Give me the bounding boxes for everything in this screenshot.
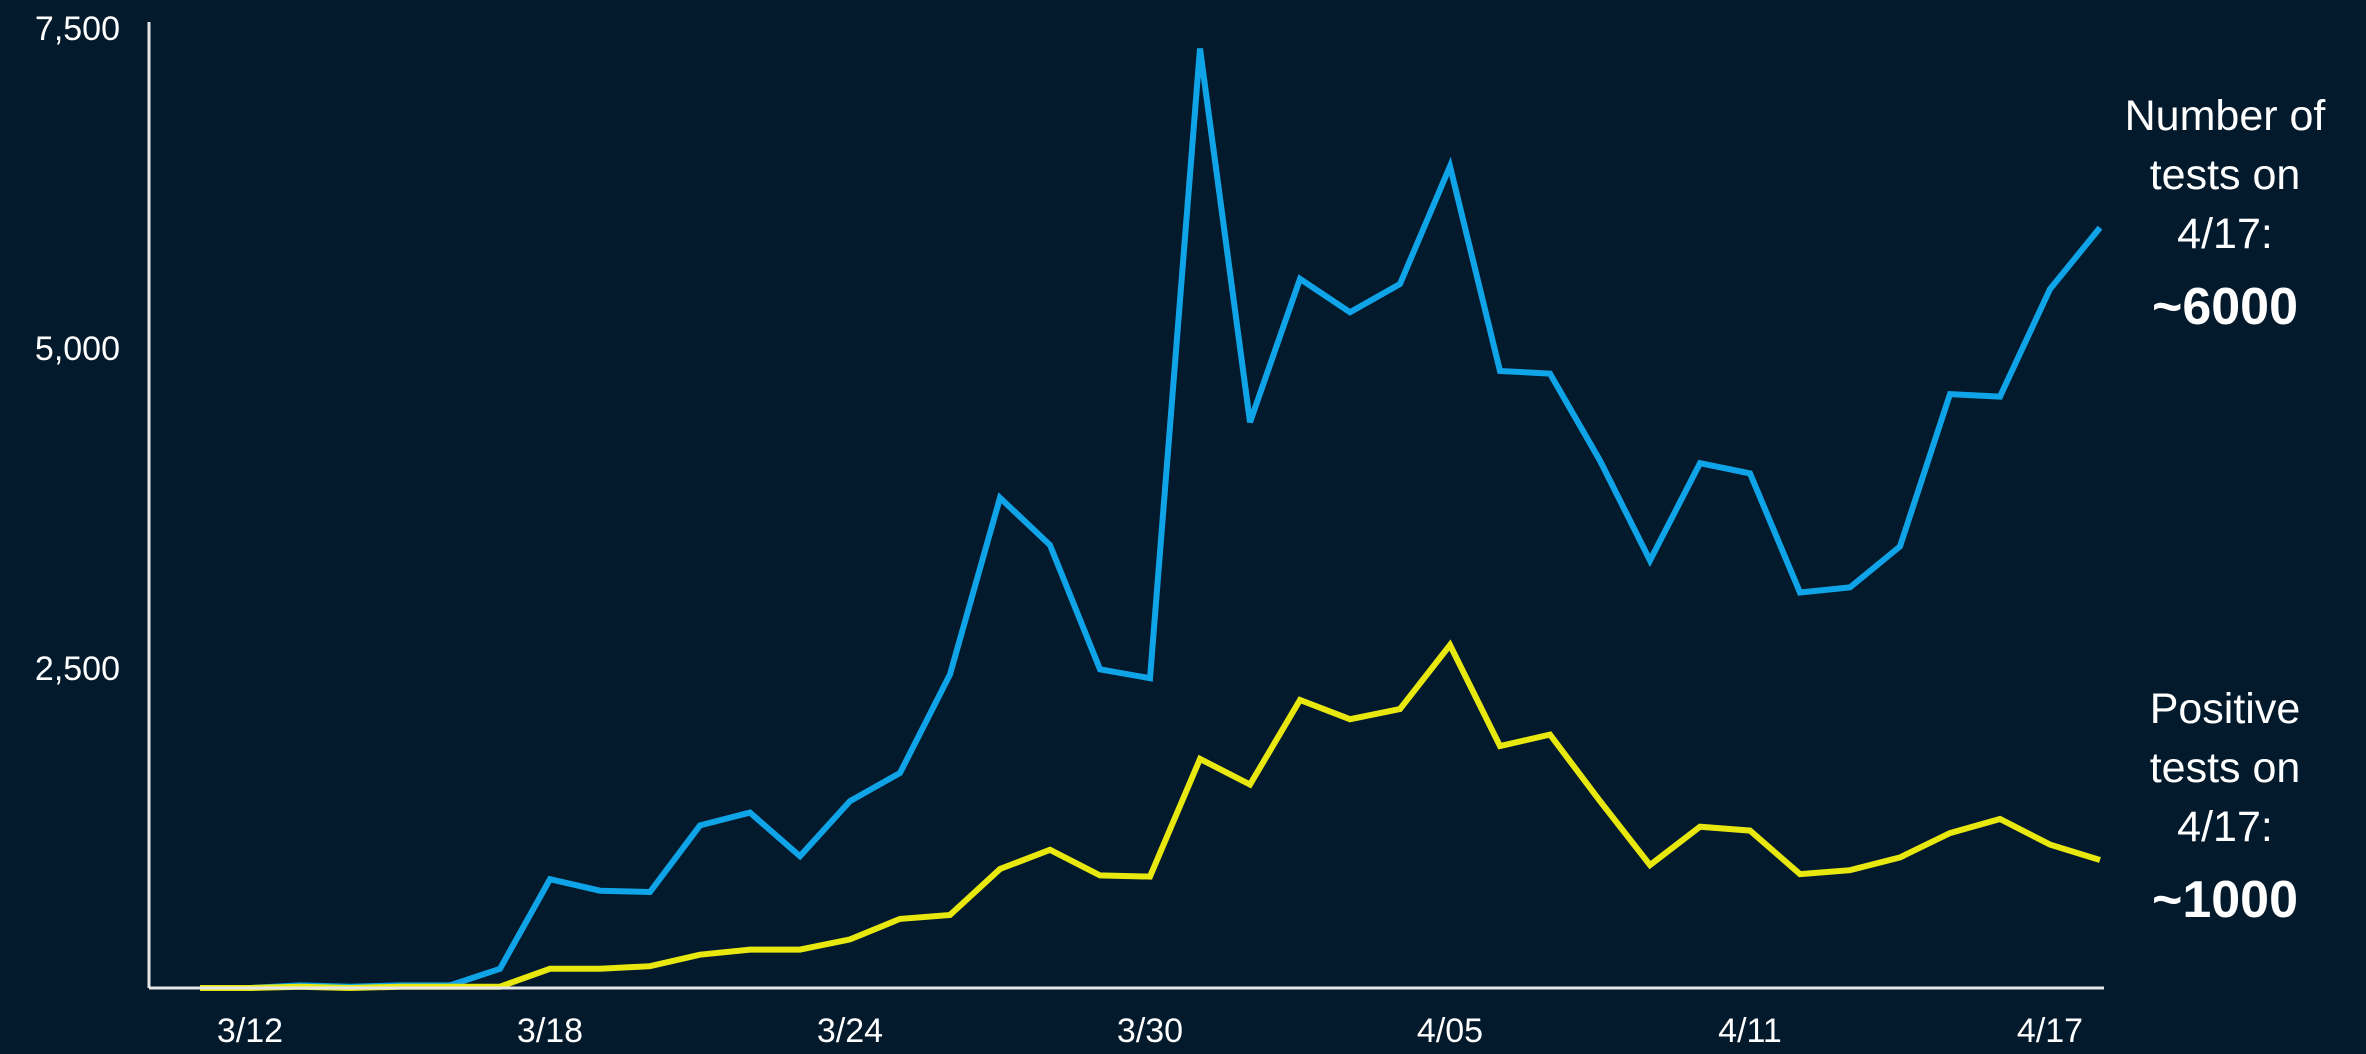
tests-annotation-value: ~6000 <box>2151 278 2299 336</box>
x-tick-label: 4/17 <box>2017 1012 2083 1050</box>
positive-annotation: Positive tests on 4/17: ~1000 <box>2090 680 2360 930</box>
positive-annotation-line-3: 4/17: <box>2177 803 2273 851</box>
x-tick-label: 3/12 <box>217 1012 283 1050</box>
tests-annotation-line-1: Number of <box>2124 92 2326 140</box>
x-axis-ticks: 3/12 3/18 3/24 3/30 4/05 4/11 4/17 <box>217 1012 2083 1050</box>
y-tick-label: 7,500 <box>35 10 120 48</box>
tests-annotation-line-2: tests on <box>2149 151 2301 199</box>
tests-annotation-line-3: 4/17: <box>2177 210 2273 258</box>
x-tick-label: 4/11 <box>1718 1012 1782 1050</box>
x-tick-label: 3/24 <box>817 1012 883 1050</box>
y-axis-ticks: 7,500 5,000 2,500 <box>35 10 120 688</box>
x-tick-label: 3/30 <box>1117 1012 1183 1050</box>
y-tick-label: 2,500 <box>35 650 120 688</box>
y-tick-label: 5,000 <box>35 330 120 368</box>
positive-annotation-line-1: Positive <box>2149 685 2301 733</box>
tests-annotation: Number of tests on 4/17: ~6000 <box>2090 87 2360 337</box>
positive-annotation-line-2: tests on <box>2149 744 2301 792</box>
positive-annotation-value: ~1000 <box>2151 871 2299 929</box>
positive-series-line <box>200 639 2101 992</box>
series-layer <box>200 48 2103 992</box>
x-tick-label: 3/18 <box>517 1012 583 1050</box>
tests-series-line <box>200 48 2103 991</box>
x-tick-label: 4/05 <box>1417 1012 1483 1050</box>
